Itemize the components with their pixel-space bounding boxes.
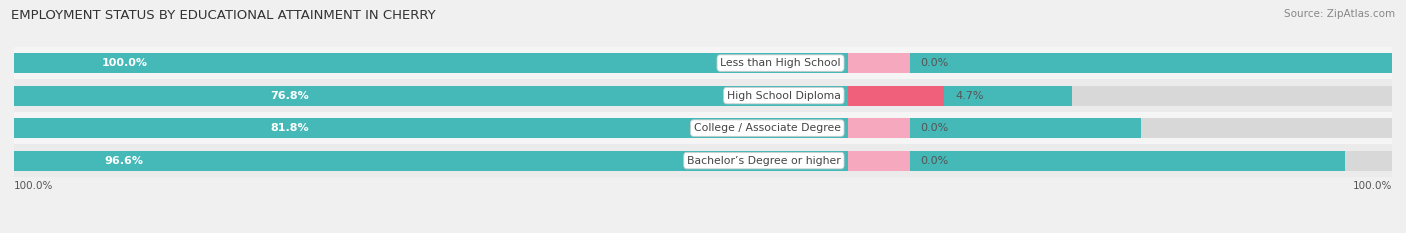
Text: 100.0%: 100.0% <box>1353 181 1392 191</box>
Text: 4.7%: 4.7% <box>955 91 984 101</box>
Text: 0.0%: 0.0% <box>921 156 949 166</box>
Bar <box>14 53 1392 73</box>
Bar <box>14 151 1392 171</box>
Text: Source: ZipAtlas.com: Source: ZipAtlas.com <box>1284 9 1395 19</box>
Bar <box>14 112 1392 144</box>
Bar <box>14 53 1392 73</box>
Text: College / Associate Degree: College / Associate Degree <box>693 123 841 133</box>
Text: EMPLOYMENT STATUS BY EDUCATIONAL ATTAINMENT IN CHERRY: EMPLOYMENT STATUS BY EDUCATIONAL ATTAINM… <box>11 9 436 22</box>
Bar <box>848 151 910 171</box>
Bar <box>14 86 1392 106</box>
Bar <box>14 47 1392 79</box>
Bar <box>14 151 1346 171</box>
Bar <box>14 118 1142 138</box>
Text: 0.0%: 0.0% <box>921 123 949 133</box>
Text: 76.8%: 76.8% <box>270 91 309 101</box>
Bar <box>848 53 910 73</box>
Bar <box>848 86 945 106</box>
Text: Less than High School: Less than High School <box>720 58 841 68</box>
Bar <box>14 79 1392 112</box>
Bar <box>848 118 910 138</box>
Text: 100.0%: 100.0% <box>14 181 53 191</box>
Text: High School Diploma: High School Diploma <box>727 91 841 101</box>
Text: 100.0%: 100.0% <box>101 58 148 68</box>
Text: Bachelor’s Degree or higher: Bachelor’s Degree or higher <box>688 156 841 166</box>
Text: 81.8%: 81.8% <box>270 123 309 133</box>
Text: 0.0%: 0.0% <box>921 58 949 68</box>
Bar <box>14 144 1392 177</box>
Bar <box>14 118 1392 138</box>
Text: 96.6%: 96.6% <box>105 156 143 166</box>
Bar <box>14 86 1073 106</box>
